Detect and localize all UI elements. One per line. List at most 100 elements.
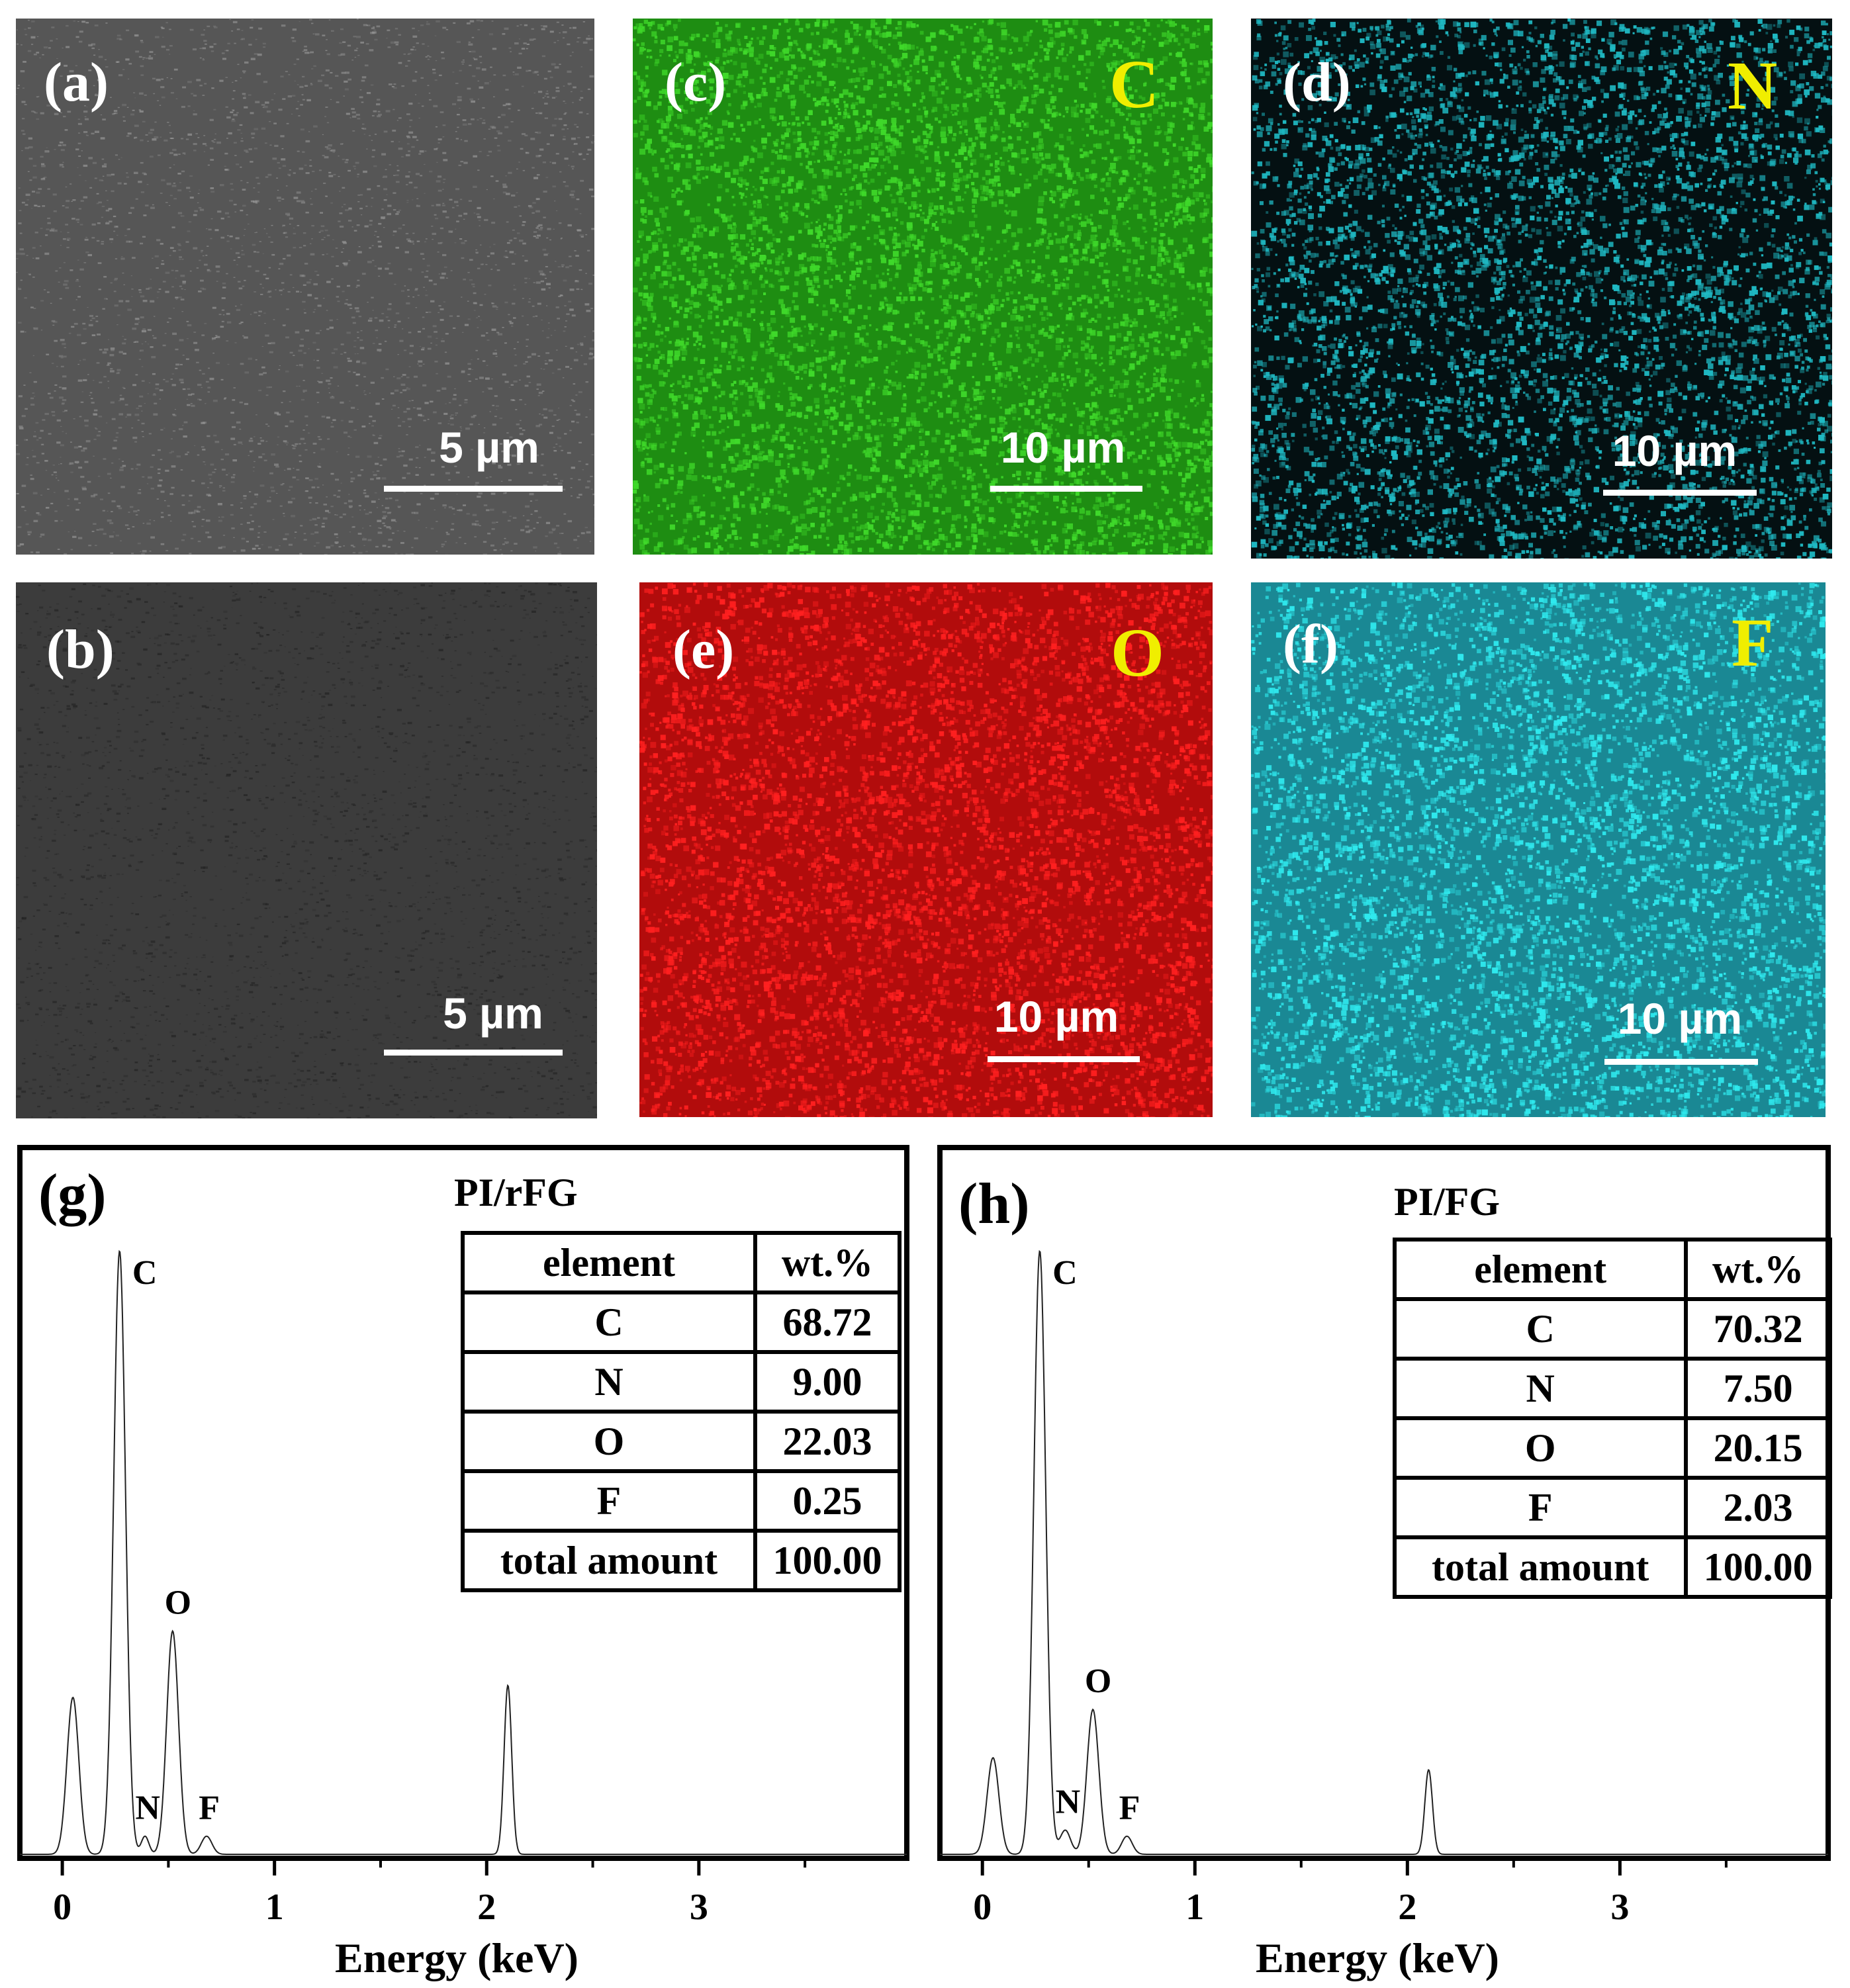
- table-header-row: element wt.%: [1392, 1238, 1832, 1301]
- table-header-row: element wt.%: [461, 1231, 902, 1294]
- panel-label: (b): [46, 622, 115, 678]
- scale-bar: [384, 1050, 563, 1056]
- spectrum-line: [940, 1249, 1828, 1855]
- scale-bar-label: 5 µm: [404, 991, 582, 1035]
- peak-label: O: [165, 1584, 191, 1622]
- panel-texture: [16, 19, 594, 555]
- wt-cell: 68.72: [753, 1290, 902, 1354]
- table-row: F 0.25: [461, 1469, 902, 1533]
- composition-table: element wt.% C 68.72 N 9.00 O 22.03 F 0.…: [461, 1231, 902, 1592]
- x-tick-label: 0: [53, 1887, 71, 1928]
- wt-cell: 22.03: [753, 1410, 902, 1473]
- element-cell: F: [461, 1469, 757, 1533]
- panel-label: (a): [44, 55, 109, 111]
- peak-label: F: [199, 1789, 220, 1827]
- wt-cell: 100.00: [753, 1529, 902, 1592]
- panel-d-nitrogen-map: (d) N 10 µm: [1251, 19, 1832, 559]
- element-cell: C: [1392, 1297, 1688, 1361]
- panel-c-carbon-map: (c) C 10 µm: [633, 19, 1213, 555]
- wt-cell: 9.00: [753, 1350, 902, 1414]
- scale-bar-label: 10 µm: [984, 426, 1142, 469]
- texture-speckle: [1251, 19, 1832, 559]
- element-cell: total amount: [1392, 1535, 1688, 1599]
- header-element: element: [461, 1231, 757, 1294]
- element-cell: F: [1392, 1476, 1688, 1539]
- x-axis-title: Energy (keV): [335, 1934, 578, 1981]
- table-row: total amount 100.00: [1392, 1535, 1832, 1599]
- scale-bar: [1603, 490, 1757, 496]
- wt-cell: 100.00: [1684, 1535, 1832, 1599]
- texture-speckle: [639, 582, 1213, 1117]
- x-tick-label: 1: [265, 1887, 284, 1928]
- wt-cell: 70.32: [1684, 1297, 1832, 1361]
- wt-cell: 0.25: [753, 1469, 902, 1533]
- table-row: C 68.72: [461, 1290, 902, 1354]
- scale-bar: [988, 1056, 1140, 1062]
- x-axis-title: Energy (keV): [1256, 1934, 1499, 1981]
- scale-bar-label: 10 µm: [1595, 429, 1754, 473]
- x-tick-label: 2: [477, 1887, 496, 1928]
- panel-label: (f): [1283, 617, 1338, 672]
- eds-spectrum-g: 0 1 2 3 Energy (keV) C N O F (g) PI/rFG element …: [17, 1145, 911, 1988]
- peak-label: O: [1085, 1662, 1111, 1700]
- texture-speckle: [1251, 582, 1826, 1117]
- panel-label: (e): [672, 622, 734, 678]
- scale-bar-label: 10 µm: [1600, 997, 1759, 1040]
- texture-speckle: [633, 19, 1213, 555]
- x-tick-label: 0: [973, 1887, 992, 1928]
- element-cell: N: [461, 1350, 757, 1414]
- table-row: N 9.00: [461, 1350, 902, 1414]
- table-row: O 22.03: [461, 1410, 902, 1473]
- table-row: total amount 100.00: [461, 1529, 902, 1592]
- x-tick-label: 3: [1610, 1887, 1629, 1928]
- element-cell: N: [1392, 1357, 1688, 1420]
- scale-bar: [990, 486, 1142, 492]
- plot-frame: [17, 1145, 909, 1861]
- texture-speckle: [16, 582, 597, 1118]
- composition-table: element wt.% C 70.32 N 7.50 O 20.15 F 2.…: [1392, 1238, 1832, 1599]
- wt-cell: 2.03: [1684, 1476, 1832, 1539]
- peak-label: C: [1052, 1254, 1078, 1292]
- table-row: O 20.15: [1392, 1416, 1832, 1480]
- x-tick-label: 1: [1185, 1887, 1204, 1928]
- table-row: N 7.50: [1392, 1357, 1832, 1420]
- panel-background: [16, 582, 597, 1118]
- element-tag: N: [1728, 52, 1777, 120]
- element-tag: C: [1109, 50, 1159, 119]
- panel-f-fluorine-map: (f) F 10 µm: [1251, 582, 1826, 1117]
- peak-label: F: [1119, 1789, 1140, 1827]
- wt-cell: 20.15: [1684, 1416, 1832, 1480]
- panel-label: (d): [1283, 55, 1351, 111]
- panel-a-sem-image: (a) 5 µm: [16, 19, 594, 555]
- peak-label: C: [132, 1254, 158, 1292]
- table-row: C 70.32: [1392, 1297, 1832, 1361]
- peak-label: N: [135, 1789, 160, 1827]
- eds-spectrum-h: 0 1 2 3 Energy (keV) C N O F (h) PI/FG element w…: [937, 1145, 1832, 1988]
- panel-b-sem-image: (b) 5 µm: [16, 582, 597, 1118]
- element-tag: F: [1732, 609, 1774, 678]
- scale-bar-label: 10 µm: [977, 995, 1136, 1038]
- panel-background: [639, 582, 1213, 1117]
- element-cell: C: [461, 1290, 757, 1354]
- element-cell: O: [1392, 1416, 1688, 1480]
- panel-texture: [633, 19, 1213, 555]
- x-tick-label: 3: [690, 1887, 708, 1928]
- spectrum-line: [20, 1249, 907, 1855]
- table-row: F 2.03: [1392, 1476, 1832, 1539]
- panel-e-oxygen-map: (e) O 10 µm: [639, 582, 1213, 1117]
- texture-speckle: [16, 19, 594, 555]
- sample-name: PI/FG: [1394, 1182, 1500, 1222]
- element-cell: O: [461, 1410, 757, 1473]
- x-tick-label: 2: [1398, 1887, 1416, 1928]
- scale-bar: [1604, 1059, 1758, 1065]
- peak-label: N: [1056, 1784, 1081, 1821]
- element-tag: O: [1111, 619, 1164, 688]
- panel-texture: [1251, 582, 1826, 1117]
- panel-texture: [1251, 19, 1832, 559]
- header-wt: wt.%: [753, 1231, 902, 1294]
- scale-bar: [384, 486, 563, 492]
- panel-background: [16, 19, 594, 555]
- panel-texture: [16, 582, 597, 1118]
- panel-texture: [639, 582, 1213, 1117]
